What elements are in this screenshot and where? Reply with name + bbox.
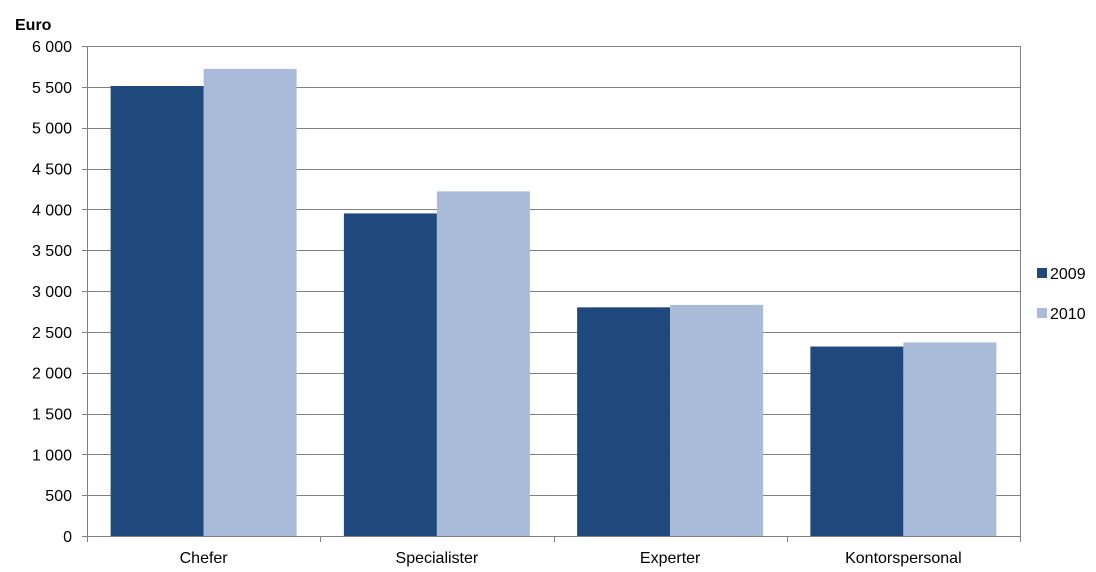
- y-tick-label: 4 500: [32, 162, 72, 179]
- y-tick-label: 1 000: [32, 447, 72, 464]
- y-tick-label: 5 500: [32, 80, 72, 97]
- legend-label-2009: 2009: [1050, 266, 1086, 283]
- y-tick-label: 3 000: [32, 284, 72, 301]
- bars: [110, 68, 997, 537]
- bar-2009-experter: [577, 307, 671, 536]
- y-tick-label: 4 000: [32, 202, 72, 219]
- x-category-label: Chefer: [180, 550, 229, 567]
- y-tick-label: 0: [63, 529, 72, 546]
- y-tick-label: 500: [45, 488, 72, 505]
- legend-swatch-2010: [1037, 308, 1047, 318]
- bar-2010-experter: [670, 304, 764, 536]
- x-category-label: Specialister: [396, 550, 479, 567]
- legend-label-2010: 2010: [1050, 306, 1086, 323]
- legend: 2009 2010: [1037, 266, 1086, 323]
- x-axis-category-labels: Chefer Specialister Experter Kontorspersona…: [180, 550, 962, 567]
- bar-2009-chefer: [110, 86, 204, 537]
- y-tick-label: 5 000: [32, 121, 72, 138]
- bar-2009-specialister: [343, 213, 437, 536]
- y-axis-tick-labels: 0 500 1 000 1 500 2 000 2 500 3 000 3 500 4 000 4…: [32, 39, 72, 546]
- y-tick-label: 1 500: [32, 407, 72, 424]
- y-tick-label: 2 000: [32, 366, 72, 383]
- x-category-label: Kontorspersonal: [845, 550, 962, 567]
- y-tick-label: 6 000: [32, 39, 72, 56]
- bar-2009-kontorspersonal: [810, 346, 904, 536]
- axes: [82, 46, 1021, 542]
- legend-swatch-2009: [1037, 268, 1047, 278]
- y-axis-unit-label: Euro: [15, 17, 52, 34]
- y-tick-label: 2 500: [32, 325, 72, 342]
- bar-2010-specialister: [436, 191, 530, 536]
- x-category-label: Experter: [640, 550, 701, 567]
- bar-2010-chefer: [203, 68, 297, 536]
- y-tick-label: 3 500: [32, 243, 72, 260]
- bar-2010-kontorspersonal: [903, 342, 997, 536]
